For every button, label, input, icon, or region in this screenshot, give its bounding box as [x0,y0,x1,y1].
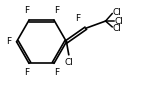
Text: F: F [54,68,59,77]
Text: F: F [6,37,11,46]
Text: Cl: Cl [113,24,122,33]
Text: F: F [75,14,80,23]
Text: Cl: Cl [113,8,122,17]
Text: F: F [54,6,59,15]
Text: Cl: Cl [115,17,124,26]
Text: Cl: Cl [64,58,73,67]
Text: F: F [24,6,29,15]
Text: F: F [24,68,29,77]
